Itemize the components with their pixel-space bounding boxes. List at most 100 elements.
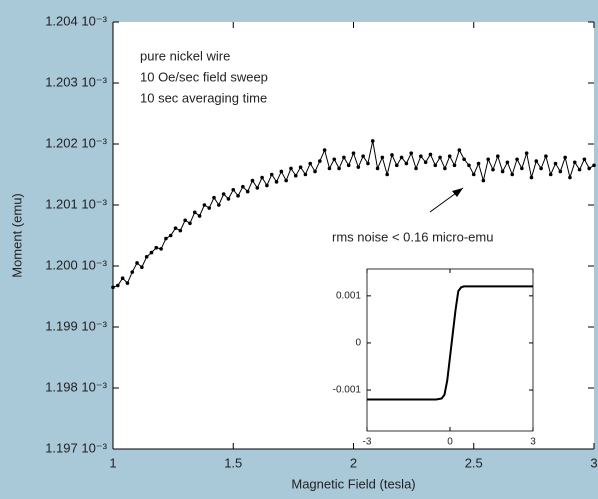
data-point (125, 281, 130, 285)
data-point (476, 161, 481, 166)
data-point (245, 189, 250, 194)
data-point (534, 159, 539, 163)
data-point (120, 276, 125, 281)
data-point (274, 180, 279, 184)
data-point (111, 285, 115, 290)
data-point (284, 178, 288, 183)
data-point (438, 155, 442, 160)
data-point (486, 157, 490, 162)
data-point (293, 173, 298, 178)
data-point (116, 283, 120, 288)
data-point (318, 159, 322, 163)
y-tick-label: 1.203 10⁻³ (45, 74, 107, 89)
data-point (212, 195, 216, 200)
data-point (255, 186, 260, 190)
data-point (510, 172, 515, 177)
data-point (428, 152, 433, 157)
data-point (568, 175, 572, 180)
data-point (582, 157, 587, 162)
data-point (356, 165, 361, 169)
data-point (515, 157, 519, 162)
y-tick-label: 1.200 10⁻³ (45, 257, 107, 272)
data-point (500, 169, 505, 174)
data-point (149, 250, 154, 255)
data-point (192, 210, 197, 215)
annotation: pure nickel wire (140, 48, 230, 63)
data-point (308, 161, 313, 166)
annotation: 10 Oe/sec field sweep (140, 69, 268, 84)
data-point (303, 172, 308, 177)
data-point (471, 172, 476, 177)
x-tick-label: 2 (350, 455, 357, 470)
data-point (394, 163, 399, 168)
data-point (370, 139, 375, 143)
data-point (592, 163, 596, 168)
data-point (419, 154, 423, 158)
data-point (159, 247, 163, 251)
annotation: rms noise < 0.16 micro-emu (332, 229, 493, 244)
data-point (587, 166, 591, 171)
data-point (260, 175, 264, 180)
data-point (269, 172, 274, 177)
data-point (298, 165, 303, 169)
data-point (520, 166, 524, 171)
data-point (553, 161, 558, 166)
data-point (558, 169, 563, 174)
data-point (241, 184, 245, 189)
data-point (447, 154, 452, 158)
data-point (188, 221, 192, 226)
x-tick-label: 0 (447, 437, 453, 448)
data-point (135, 261, 139, 265)
x-tick-label: 2.5 (465, 455, 483, 470)
data-point (380, 155, 385, 160)
data-point (457, 148, 462, 152)
y-tick-label: 1.202 10⁻³ (45, 135, 107, 150)
data-point (327, 166, 332, 171)
data-point (183, 218, 187, 223)
data-point (265, 183, 269, 188)
data-point (467, 163, 471, 168)
data-point (375, 166, 380, 171)
y-tick-label: 1.198 10⁻³ (45, 379, 107, 394)
data-point (173, 226, 178, 230)
y-tick-label: 0.001 (336, 290, 361, 301)
data-point (332, 157, 337, 162)
data-point (322, 148, 327, 152)
data-point (337, 166, 341, 171)
y-tick-label: 1.204 10⁻³ (45, 13, 107, 28)
data-point (217, 203, 221, 207)
data-line (367, 285, 533, 401)
data-point (409, 151, 414, 155)
data-point (563, 155, 567, 160)
data-point (529, 175, 534, 180)
y-tick-label: -0.001 (333, 385, 362, 396)
data-point (313, 169, 317, 174)
data-point (178, 228, 183, 233)
data-point (414, 166, 418, 171)
data-point (496, 154, 500, 158)
data-point (231, 187, 236, 192)
y-tick-label: 1.201 10⁻³ (45, 196, 107, 211)
data-point (577, 167, 582, 172)
data-point (342, 155, 346, 160)
data-point (207, 206, 211, 210)
data-point (385, 172, 389, 177)
x-tick-label: 1 (109, 455, 116, 470)
data-point (236, 194, 240, 198)
x-tick-label: -3 (363, 437, 372, 448)
data-point (481, 178, 486, 183)
arrow-head (452, 188, 463, 197)
data-point (404, 161, 409, 166)
data-point (548, 172, 553, 177)
data-point (572, 160, 577, 165)
annotation: 10 sec averaging time (140, 90, 267, 105)
data-point (462, 157, 466, 162)
data-point (221, 192, 226, 196)
data-point (366, 161, 370, 166)
data-point (289, 166, 293, 171)
data-point (491, 167, 495, 172)
data-point (226, 197, 231, 201)
data-point (154, 245, 159, 250)
data-point (144, 255, 149, 259)
